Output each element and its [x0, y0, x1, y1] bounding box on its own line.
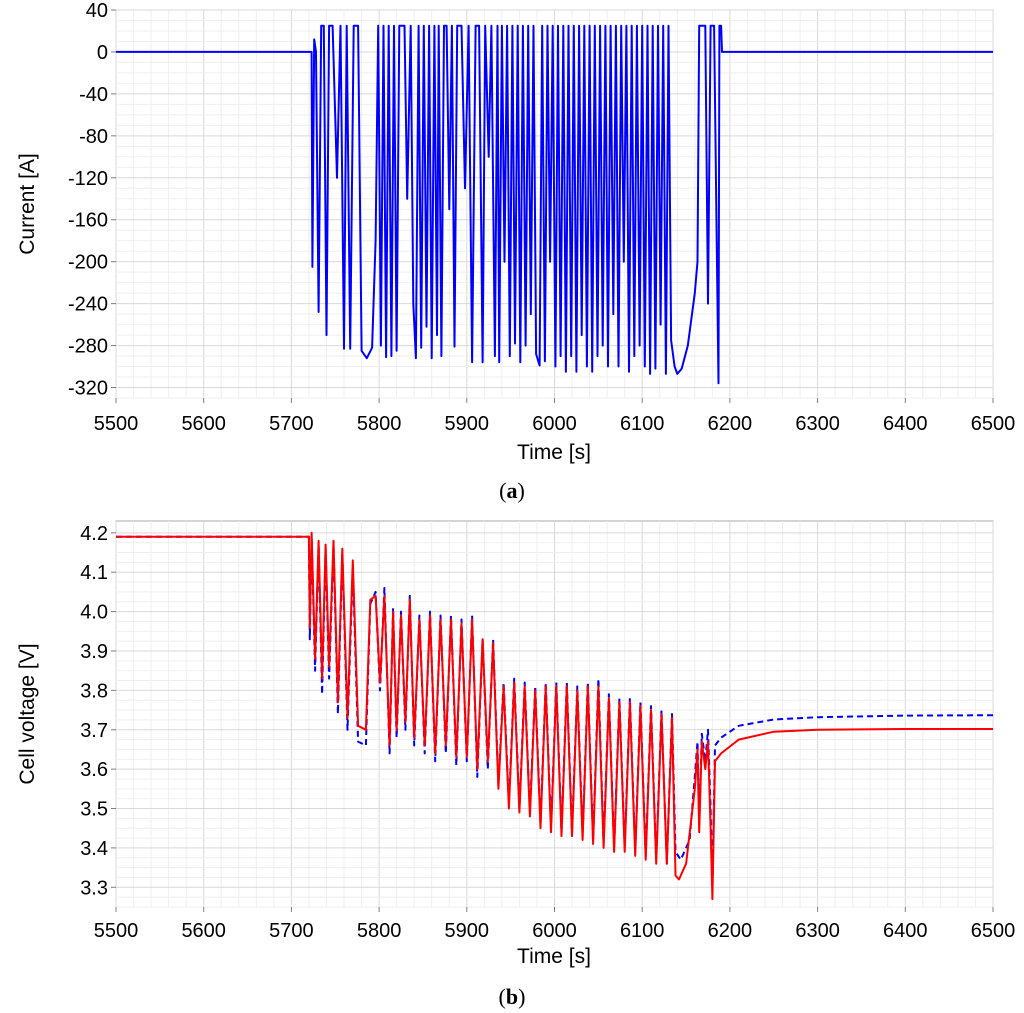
y-tick-label: -80: [79, 126, 108, 148]
y-tick-label: 3.7: [80, 720, 108, 742]
x-tick-label: 5700: [269, 920, 314, 942]
x-tick-label: 6400: [883, 920, 928, 942]
x-tick-labels-a: 5500 5600 5700 5800 5900 6000 6100 6200 6300 6400…: [94, 398, 1016, 435]
y-tick-label: 3.6: [80, 759, 108, 781]
chart-a: 40 0 -40 -80 -120 -160 -200 -240 -280 -320 5500 56…: [16, 0, 1015, 503]
caption-letter-a: a: [507, 478, 518, 503]
caption-a: (a): [499, 478, 525, 503]
y-tick-labels-a: 40 0 -40 -80 -120 -160 -200 -240 -280 -320: [68, 0, 116, 400]
x-tick-label: 6500: [971, 920, 1016, 942]
series-line-a-1: [116, 24, 993, 385]
y-tick-label: -320: [68, 378, 108, 400]
x-tick-label: 6500: [971, 413, 1016, 435]
y-tick-labels-b: 4.2 4.1 4.0 3.9 3.8 3.7 3.6 3.5 3.4 3.3: [80, 523, 116, 899]
x-tick-label: 6200: [708, 413, 753, 435]
gridlines-a: [115, 9, 994, 399]
caption-letter-b: b: [506, 984, 518, 1009]
y-tick-label: -160: [68, 210, 108, 232]
x-tick-label: 6000: [532, 413, 577, 435]
y-tick-label: -120: [68, 168, 108, 190]
x-tick-label: 5500: [94, 920, 139, 942]
y-tick-label: -280: [68, 336, 108, 358]
x-tick-label: 6200: [708, 920, 753, 942]
series-group-b: [116, 531, 994, 901]
x-tick-label: 6100: [620, 413, 665, 435]
chart-b: 4.24.14.03.93.83.73.63.53.43.3 5500 5600 5…: [16, 520, 1016, 1009]
caption-b: (b): [499, 984, 526, 1009]
x-tick-label: 5500: [94, 413, 139, 435]
x-tick-label: 5700: [269, 413, 314, 435]
x-tick-label: 6300: [795, 920, 840, 942]
x-axis-title-a: Time [s]: [517, 441, 591, 464]
y-tick-label: 3.3: [80, 877, 108, 899]
x-tick-label: 6400: [883, 413, 928, 435]
x-tick-label: 5600: [181, 413, 226, 435]
y-tick-label: 3.4: [80, 838, 108, 860]
y-axis-title-a: Current [A]: [16, 153, 39, 255]
y-tick-label: 3.8: [80, 680, 108, 702]
y-tick-label: 3.9: [80, 641, 108, 663]
x-tick-label: 5900: [445, 920, 490, 942]
y-tick-label: 4.1: [80, 562, 108, 584]
y-tick-label: 4.0: [80, 602, 108, 624]
y-tick-label: -200: [68, 252, 108, 274]
x-tick-label: 5800: [357, 920, 402, 942]
y-tick-label: 4.2: [80, 523, 108, 545]
x-tick-label: 6000: [532, 920, 577, 942]
x-tick-label: 6300: [795, 413, 840, 435]
y-tick-label: -240: [68, 294, 108, 316]
y-tick-label: -40: [79, 84, 108, 106]
y-tick-label: 40: [86, 0, 108, 22]
gridlines-b: [115, 521, 994, 908]
x-tick-label: 5900: [445, 413, 490, 435]
x-tick-label: 6100: [620, 920, 665, 942]
series-line-b-2: [116, 531, 993, 901]
x-tick-label: 5600: [181, 920, 226, 942]
x-tick-labels-b: 5500 5600 5700 5800 5900 6000 6100 6200 6300 6400…: [94, 907, 1016, 942]
y-axis-title-b: Cell voltage [V]: [16, 643, 39, 784]
x-tick-label: 5800: [357, 413, 402, 435]
y-tick-label: 0: [97, 42, 108, 64]
y-tick-label: 3.5: [80, 799, 108, 821]
series-group-a: [116, 24, 993, 385]
x-axis-title-b: Time [s]: [517, 945, 591, 968]
